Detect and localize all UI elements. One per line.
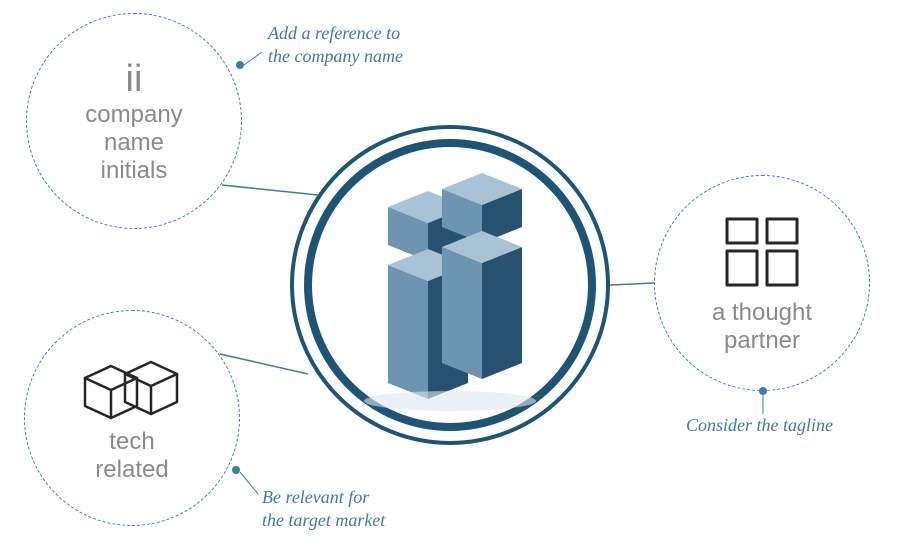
bubble-thought: a thoughtpartner (654, 175, 870, 391)
bubble-initials-label: companynameinitials (85, 101, 182, 184)
diagram-canvas: ii companynameinitials techrelated (0, 0, 900, 557)
annotation-tagline: Consider the tagline (686, 414, 833, 437)
annotation-target-market: Be relevant forthe target market (262, 486, 385, 531)
bubble-initials-heading: ii (126, 58, 143, 102)
window-sketch-icon (717, 211, 807, 291)
bubble-thought-label: a thoughtpartner (712, 299, 812, 354)
annotation-reference: Add a reference tothe company name (268, 22, 403, 67)
bubble-tech: techrelated (24, 310, 240, 526)
bubble-tech-label: techrelated (95, 428, 168, 483)
cubes-sketch-icon (77, 352, 187, 422)
central-logo-icon (340, 153, 560, 413)
connector-thought (608, 281, 656, 287)
connector-initials (220, 183, 320, 197)
anchor-line-tagline (761, 393, 765, 416)
anchor-line-ref (242, 50, 264, 67)
anchor-line-market (238, 470, 260, 496)
connector-tech (218, 352, 310, 376)
bubble-initials: ii companynameinitials (26, 13, 242, 229)
